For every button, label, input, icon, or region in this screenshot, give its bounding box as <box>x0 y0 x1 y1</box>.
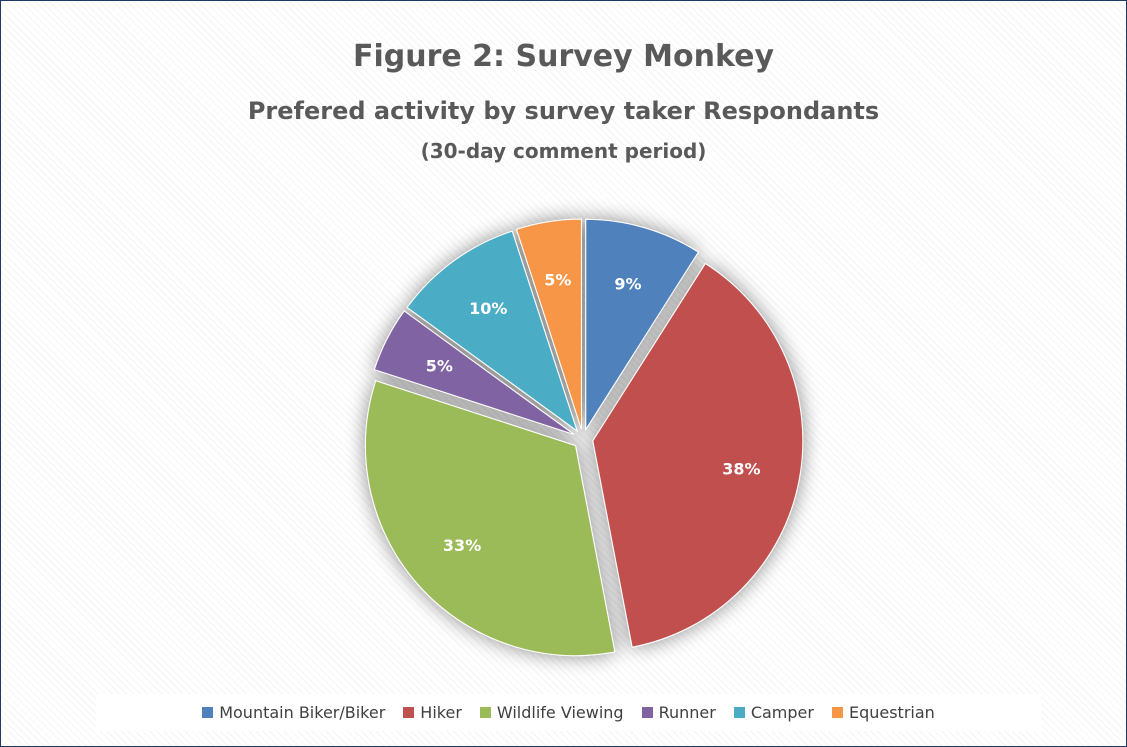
chart-subtitle: Prefered activity by survey taker Respon… <box>247 97 880 125</box>
legend-label: Equestrian <box>848 703 935 722</box>
pie-slice-runner <box>373 310 575 435</box>
legend-item-hiker: Hiker <box>403 703 462 722</box>
legend-swatch <box>641 707 653 718</box>
legend-label: Mountain Biker/Biker <box>219 703 386 722</box>
pie-slice-hiker <box>592 262 804 648</box>
legend-item-camper: Camper <box>733 703 814 722</box>
legend-item-runner: Runner <box>641 703 716 722</box>
pie-slice-wildlife-viewing <box>365 380 616 657</box>
chart-note: (30-day comment period) <box>420 139 707 163</box>
legend-label: Wildlife Viewing <box>496 703 624 722</box>
legend-label: Hiker <box>420 703 462 722</box>
pie-slice-mountain-biker-biker <box>585 218 700 432</box>
legend: Mountain Biker/Biker Hiker Wildlife Viewin… <box>96 694 1041 731</box>
data-label-hiker: 38% <box>722 460 760 479</box>
legend-swatch <box>733 707 745 718</box>
data-label-runner: 5% <box>426 356 453 375</box>
legend-item-equestrian: Equestrian <box>831 703 935 722</box>
legend-swatch <box>403 707 415 718</box>
legend-label: Runner <box>658 703 716 722</box>
legend-swatch <box>479 707 491 718</box>
legend-item-wildlife-viewing: Wildlife Viewing <box>479 703 624 722</box>
chart-title: Figure 2: Survey Monkey <box>352 39 775 74</box>
pie-slice-camper <box>406 230 579 433</box>
legend-label: Camper <box>750 703 814 722</box>
data-label-wildlife-viewing: 33% <box>443 536 481 555</box>
legend-swatch <box>831 707 843 718</box>
data-label-mountain-biker-biker: 9% <box>614 275 641 294</box>
pie-slice-equestrian <box>515 218 582 430</box>
legend-item-mountain-biker-biker: Mountain Biker/Biker <box>202 703 385 722</box>
data-label-camper: 10% <box>469 299 507 318</box>
data-label-equestrian: 5% <box>544 270 571 289</box>
legend-swatch <box>202 707 214 718</box>
